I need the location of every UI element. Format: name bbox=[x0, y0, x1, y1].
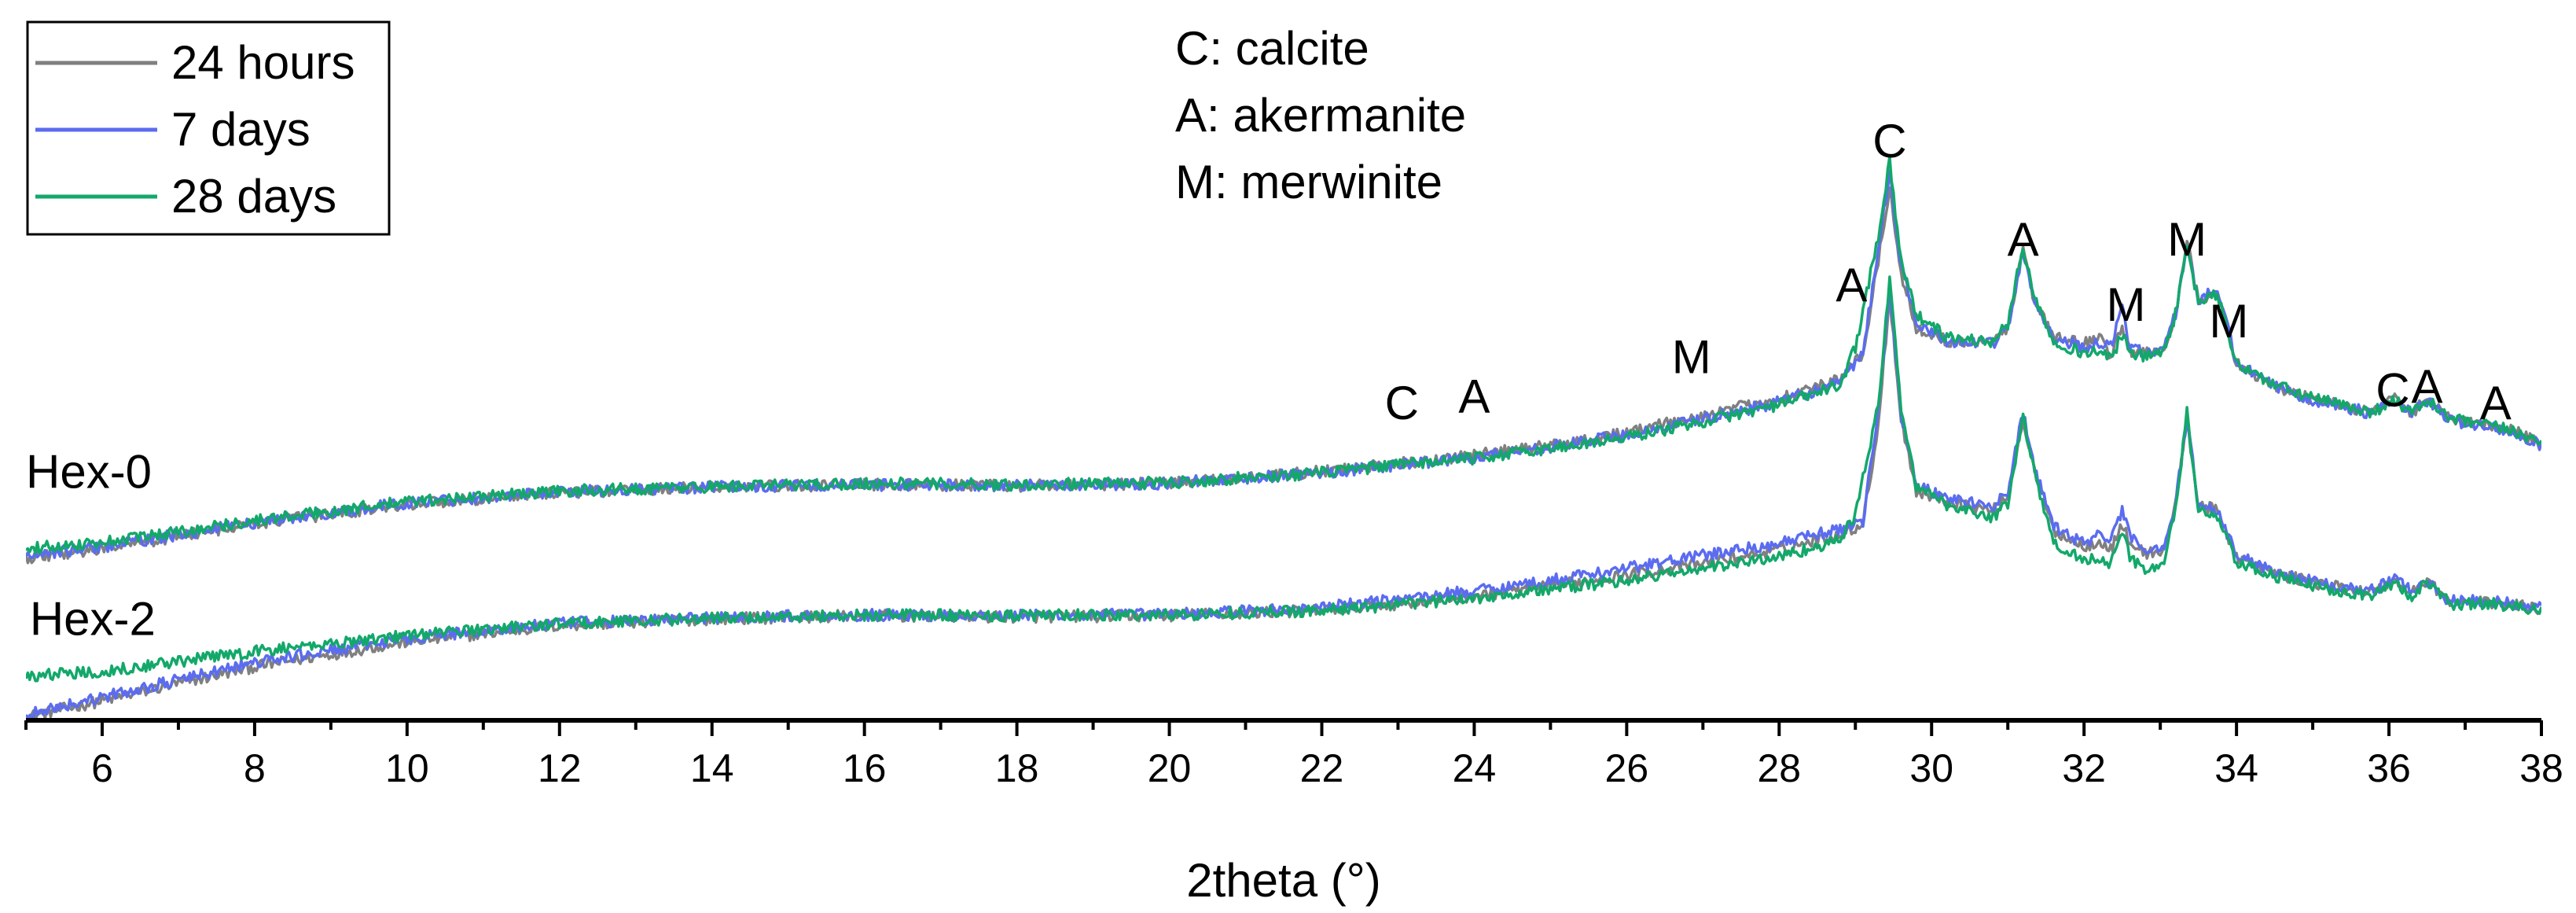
x-tick-label-34: 34 bbox=[2214, 746, 2258, 790]
phase-key-calcite: C: calcite bbox=[1175, 22, 1369, 75]
hex-0-series-24-hours bbox=[26, 186, 2541, 565]
hex-0-series-7-days bbox=[26, 169, 2541, 560]
peak-label-4: C bbox=[1872, 115, 1906, 168]
hex-2-series-28-days bbox=[26, 275, 2541, 683]
x-tick-label-24: 24 bbox=[1453, 746, 1497, 790]
x-tick-label-8: 8 bbox=[244, 746, 266, 790]
peak-label-1: A bbox=[1458, 370, 1490, 423]
x-tick-label-26: 26 bbox=[1605, 746, 1649, 790]
peak-label-0: C bbox=[1385, 377, 1419, 429]
phase-key: C: calcite A: akermanite M: merwinite bbox=[1175, 22, 1466, 208]
peak-label-3: A bbox=[1836, 259, 1867, 311]
x-axis-ticks: 6 8 10 12 14 16 18 20 22 24 26 28 30 32 34 36 38 bbox=[24, 720, 2563, 790]
x-tick-label-18: 18 bbox=[995, 746, 1039, 790]
x-tick-label-36: 36 bbox=[2367, 746, 2411, 790]
sample-labels: Hex-0 Hex-2 bbox=[26, 445, 156, 645]
peak-label-11: A bbox=[2480, 377, 2512, 429]
phase-key-akermanite: A: akermanite bbox=[1175, 89, 1466, 142]
x-tick-label-32: 32 bbox=[2062, 746, 2106, 790]
peak-label-9: C bbox=[2376, 363, 2409, 416]
peak-label-2: M bbox=[1672, 331, 1711, 384]
x-tick-label-12: 12 bbox=[538, 746, 582, 790]
hex-0-series-28-days bbox=[26, 155, 2541, 555]
peak-label-8: M bbox=[2209, 295, 2248, 348]
legend-label-28-days: 28 days bbox=[171, 170, 336, 223]
x-tick-label-6: 6 bbox=[91, 746, 113, 790]
x-tick-label-28: 28 bbox=[1757, 746, 1801, 790]
legend-label-7-days: 7 days bbox=[171, 103, 311, 156]
plot-area bbox=[26, 155, 2541, 720]
x-tick-label-38: 38 bbox=[2519, 746, 2563, 790]
peak-label-7: M bbox=[2167, 213, 2207, 266]
x-axis-title: 2theta (°) bbox=[1186, 854, 1380, 907]
legend: 24 hours 7 days 28 days bbox=[26, 20, 391, 236]
peak-label-6: M bbox=[2107, 278, 2146, 331]
sample-label-hex-2: Hex-2 bbox=[30, 593, 156, 646]
sample-label-hex-0: Hex-0 bbox=[26, 445, 152, 498]
phase-key-merwinite: M: merwinite bbox=[1175, 156, 1442, 208]
x-tick-label-14: 14 bbox=[690, 746, 734, 790]
peak-label-10: A bbox=[2412, 360, 2443, 413]
x-tick-label-10: 10 bbox=[385, 746, 429, 790]
x-tick-label-30: 30 bbox=[1909, 746, 1953, 790]
legend-label-24-hours: 24 hours bbox=[171, 36, 355, 89]
series-layer bbox=[26, 155, 2541, 720]
peak-label-5: A bbox=[2008, 213, 2039, 266]
x-tick-label-20: 20 bbox=[1148, 746, 1192, 790]
x-tick-label-22: 22 bbox=[1300, 746, 1344, 790]
x-tick-label-16: 16 bbox=[843, 746, 887, 790]
